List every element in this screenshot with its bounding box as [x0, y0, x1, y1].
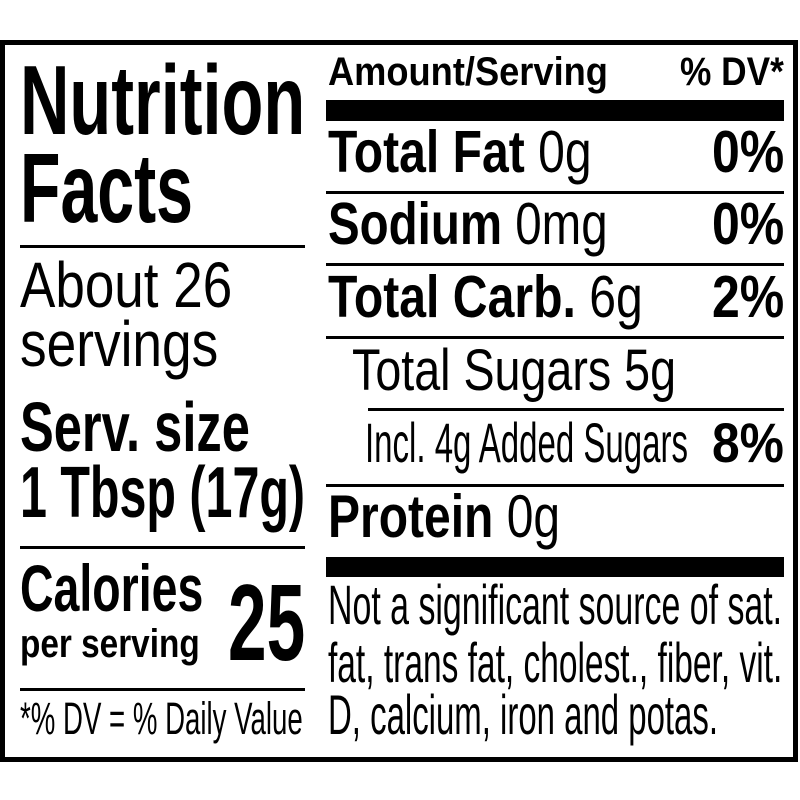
nutrient-amount: 0g — [506, 482, 561, 550]
nutrient-total-fat: Total Fat 0g — [328, 122, 592, 182]
nutrient-dv: 8% — [712, 411, 784, 475]
title-line-2: Facts — [20, 133, 194, 244]
divider — [326, 191, 784, 194]
nutrient-amount: 0mg — [515, 190, 608, 257]
nutrient-total-carb: Total Carb. 6g — [328, 267, 643, 327]
divider — [326, 484, 784, 487]
servings-per-container-line-1: About 26 — [20, 249, 233, 322]
nutrient-protein: Protein 0g — [328, 486, 560, 547]
not-significant-footnote-line: Not a significant source of sat. — [328, 573, 783, 637]
amount-per-serving-header: Amount/Serving — [328, 49, 608, 94]
calories-label: Calories — [20, 551, 204, 626]
divider — [20, 688, 305, 691]
divider — [20, 245, 305, 248]
not-significant-footnote-line: fat, trans fat, cholest., fiber, vit. — [328, 631, 783, 695]
calories-sublabel: per serving — [20, 621, 200, 666]
nutrient-name: Sodium — [328, 190, 503, 257]
nutrient-added-sugars: Incl. 4g Added Sugars — [365, 411, 688, 475]
nutrition-facts-panel — [0, 40, 798, 762]
thick-divider — [326, 557, 784, 577]
not-significant-footnote-line: D, calcium, iron and potas. — [328, 683, 718, 747]
nutrient-dv: 0% — [712, 118, 785, 185]
nutrient-amount: 0g — [538, 118, 592, 185]
divider — [326, 263, 784, 266]
thick-divider — [326, 100, 784, 121]
nutrient-dv: 0% — [712, 190, 785, 257]
divider — [368, 408, 784, 411]
serving-size-value: 1 Tbsp (17g) — [20, 452, 306, 533]
divider — [20, 546, 305, 549]
daily-value-footnote: *% DV = % Daily Value — [20, 693, 303, 745]
nutrient-name: Protein — [328, 482, 494, 550]
nutrient-name: Total Carb. — [328, 263, 576, 330]
nutrient-sodium: Sodium 0mg — [328, 194, 608, 254]
servings-per-container-line-2: servings — [20, 308, 219, 381]
nutrient-name: Total Fat — [328, 118, 525, 185]
nutrient-total-sugars: Total Sugars 5g — [352, 337, 677, 403]
title-line-1: Nutrition — [20, 45, 306, 156]
calories-value: 25 — [228, 562, 306, 685]
nutrient-amount: 6g — [589, 263, 643, 330]
percent-dv-header: % DV* — [680, 49, 784, 94]
divider — [326, 336, 784, 339]
nutrient-dv: 2% — [712, 263, 785, 330]
serving-size-label: Serv. size — [20, 387, 250, 466]
